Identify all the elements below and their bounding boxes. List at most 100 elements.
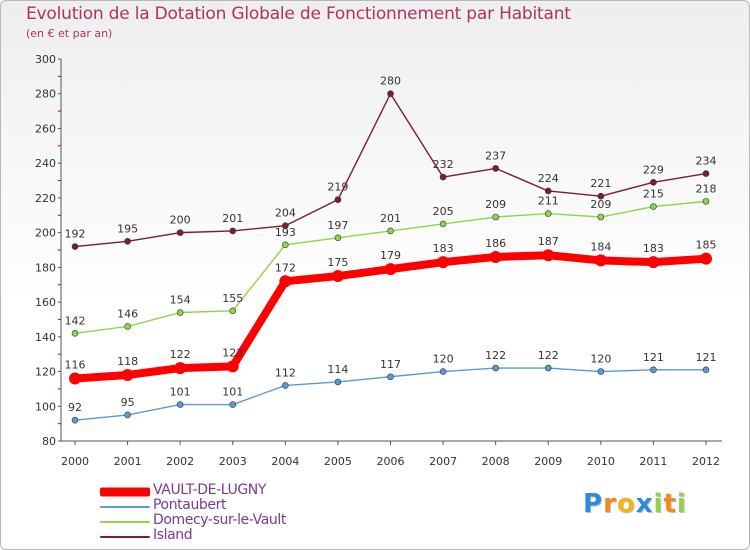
data-label: 114 [327,363,348,376]
data-point [282,222,289,229]
data-label: 204 [275,207,296,220]
data-label: 224 [538,172,559,185]
x-tick-label: 2001 [114,455,142,468]
data-point [334,378,342,386]
logo-letter: i [653,489,664,519]
data-point [69,372,81,385]
data-point [174,362,187,375]
data-label: 280 [380,75,401,88]
y-tick-label: 240 [35,157,56,170]
data-point [492,364,499,372]
data-point [71,243,79,250]
logo-letter: P [583,489,604,519]
y-tick-label: 140 [35,331,56,344]
x-tick-label: 2002 [166,455,194,468]
data-label: 175 [327,256,348,269]
data-point [279,275,292,288]
y-tick-label: 260 [35,122,56,135]
y-tick-label: 180 [35,261,56,274]
data-label: 205 [433,205,454,218]
data-label: 142 [65,314,86,327]
data-point [71,416,79,424]
logo-letter: o [616,489,636,519]
logo-letter: x [635,489,654,519]
data-label: 122 [170,348,191,361]
data-point [121,369,134,382]
data-point [176,401,184,408]
data-point [226,360,239,373]
legend-label: VAULT-DE-LUGNY [153,482,266,498]
data-label: 184 [590,240,611,253]
data-point [544,210,552,217]
logo-letter: i [676,489,687,519]
data-label: 118 [117,355,138,368]
y-tick-label: 280 [35,88,56,101]
data-point [492,213,499,221]
data-label: 215 [643,188,664,201]
legend-swatch [100,535,150,538]
data-point [702,198,710,205]
data-point [124,411,131,419]
data-label: 192 [65,228,86,241]
data-point [282,382,289,389]
data-label: 211 [538,195,559,208]
data-label: 183 [643,242,664,255]
data-label: 120 [433,353,454,366]
data-label: 116 [65,358,86,371]
data-point [594,254,607,267]
x-tick-label: 2010 [587,455,615,468]
data-point [597,192,605,200]
data-point [229,307,237,315]
x-tick-label: 2006 [377,455,405,468]
data-point [702,366,710,374]
data-point [700,252,712,265]
data-point [229,227,237,235]
data-label: 172 [275,261,296,274]
data-label: 219 [327,181,348,194]
x-tick-label: 2011 [639,455,667,468]
data-point [71,330,79,337]
x-tick-label: 2004 [271,455,299,468]
data-point [334,196,342,203]
data-point [124,323,131,330]
data-label: 183 [433,242,454,255]
data-label: 232 [433,158,454,171]
data-label: 234 [696,155,717,168]
data-point [387,373,394,381]
y-tick-label: 160 [35,296,56,309]
x-tick-label: 2003 [219,455,247,468]
data-label: 187 [538,235,559,248]
data-label: 154 [170,294,191,307]
logo-letter: t [663,489,677,519]
data-label: 200 [170,214,191,227]
y-tick-label: 200 [35,227,56,240]
legend-swatch [100,487,150,496]
y-tick-label: 100 [35,400,56,413]
legend-label: Pontaubert [153,497,227,513]
data-point [437,256,450,269]
data-label: 121 [696,351,717,364]
data-label: 193 [275,226,296,239]
data-label: 209 [590,198,611,211]
data-point [124,238,131,245]
x-tick-label: 2012 [692,455,720,468]
data-point [229,401,237,408]
data-point [597,368,605,375]
data-label: 209 [485,198,506,211]
data-label: 218 [696,182,717,195]
data-point [542,249,555,262]
data-point [176,309,184,316]
data-point [176,229,184,236]
y-tick-label: 220 [35,192,56,205]
data-point [387,90,394,98]
data-point [544,187,552,195]
data-label: 155 [222,292,243,305]
logo-letter: r [603,489,617,519]
data-label: 237 [485,149,506,162]
chart-title: Evolution de la Dotation Globale de Fonc… [26,4,571,24]
data-label: 92 [68,401,82,414]
data-label: 179 [380,249,401,262]
data-label: 201 [222,212,243,225]
data-label: 185 [696,239,717,252]
data-label: 112 [275,366,296,379]
